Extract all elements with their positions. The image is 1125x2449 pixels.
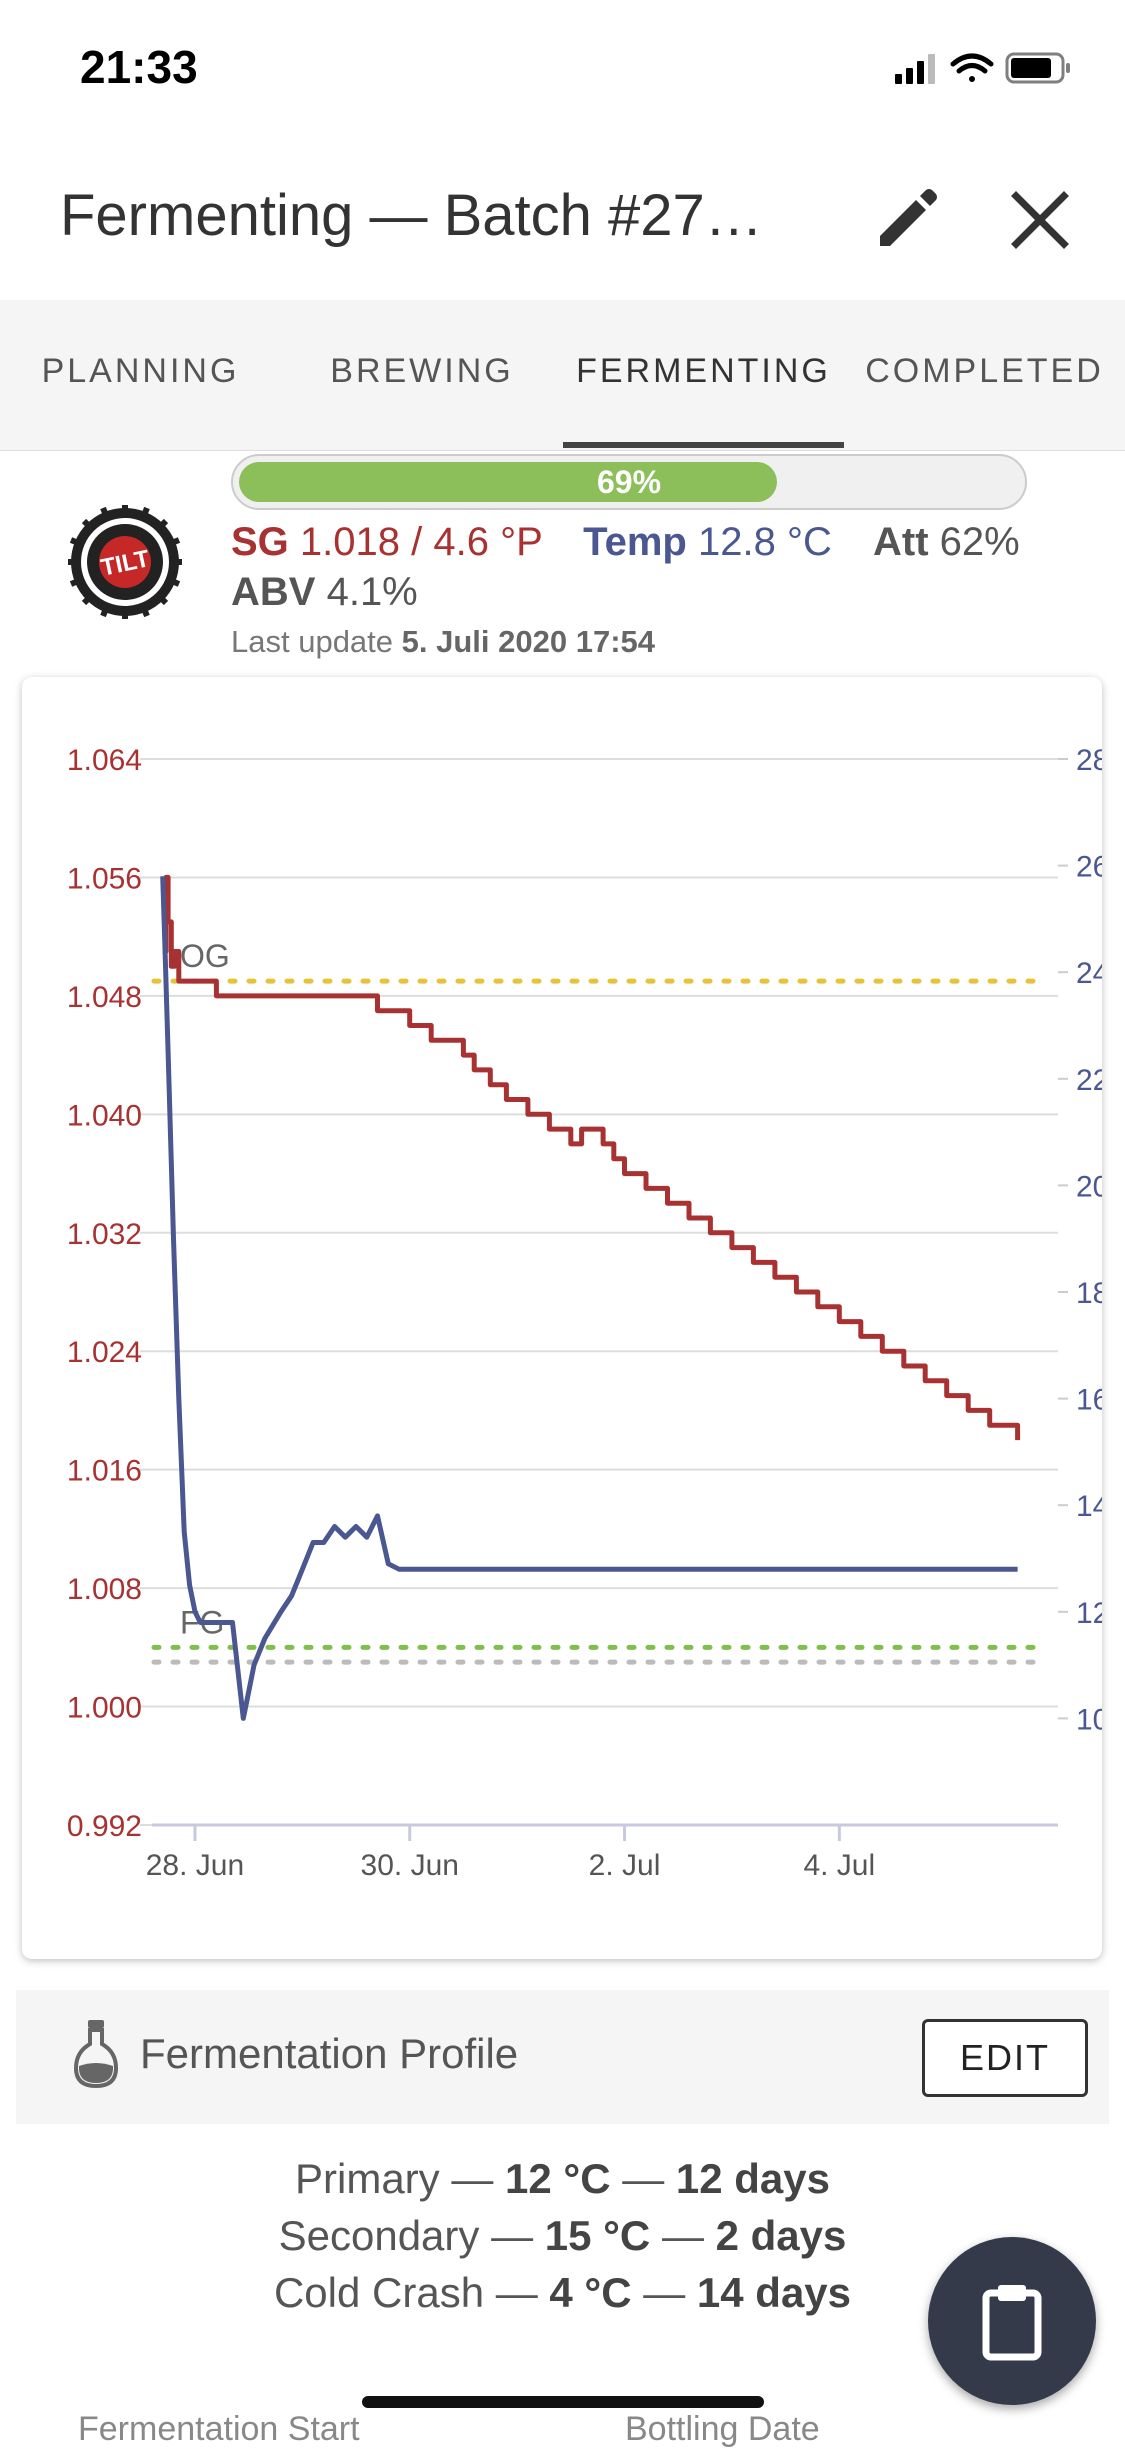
left-axis-tick-label: 1.064 — [67, 744, 142, 777]
step-duration: 2 days — [715, 2212, 847, 2259]
flask-icon — [74, 2020, 118, 2088]
tab-completed[interactable]: COMPLETED — [865, 352, 1104, 390]
tab-brewing[interactable]: BREWING — [330, 352, 514, 390]
left-axis-tick-label: 1.032 — [67, 1218, 142, 1251]
step-duration: 12 days — [675, 2155, 830, 2202]
progress-fill — [239, 462, 777, 502]
x-axis-tick-label: 2. Jul — [589, 1849, 661, 1882]
page-title: Fermenting — Batch #27… — [60, 183, 763, 248]
step-temp: 12 °C — [505, 2155, 611, 2202]
wifi-icon — [950, 53, 994, 82]
last-update-value: 5. Juli 2020 17:54 — [401, 624, 655, 659]
step-separator: — — [495, 2269, 538, 2316]
og-label: OG — [180, 938, 230, 974]
x-axis-tick-label: 30. Jun — [361, 1849, 459, 1882]
step-separator: — — [491, 2212, 534, 2259]
status-tabs: PLANNING BREWING FERMENTING COMPLETED — [0, 300, 1125, 451]
status-time: 21:33 — [80, 41, 198, 93]
tilt-logo: TILT — [68, 505, 182, 619]
sg-label: SG — [231, 520, 289, 564]
edit-icon[interactable] — [866, 180, 946, 260]
right-axis-tick-label: 10 — [1076, 1703, 1102, 1736]
left-axis-tick-label: 1.000 — [67, 1692, 142, 1725]
readings-panel: SG 1.018 / 4.6 °P Temp 12.8 °C Att 62% A… — [231, 520, 1111, 622]
right-axis-tick-label: 28 — [1076, 744, 1102, 777]
edit-profile-button[interactable]: EDIT — [922, 2019, 1088, 2097]
fermentation-start-label: Fermentation Start — [78, 2410, 360, 2448]
sg-value: 1.018 / 4.6 °P — [299, 520, 543, 564]
left-axis-tick-label: 1.040 — [67, 1099, 142, 1132]
fermentation-progress-bar: 69% — [231, 454, 1027, 510]
right-axis-tick-label: 24 — [1076, 957, 1102, 990]
step-temp: 4 °C — [549, 2269, 632, 2316]
last-update: Last update 5. Juli 2020 17:54 — [231, 624, 655, 660]
step-duration: 14 days — [696, 2269, 852, 2316]
bottling-date-label: Bottling Date — [625, 2410, 820, 2448]
active-tab-indicator — [563, 442, 844, 448]
left-axis-tick-label: 1.048 — [67, 981, 142, 1014]
cellular-signal-icon — [895, 54, 935, 84]
clipboard-icon — [982, 2285, 1042, 2361]
tab-planning[interactable]: PLANNING — [41, 352, 240, 390]
home-indicator — [362, 2396, 764, 2408]
right-axis-tick-label: 26 — [1076, 851, 1102, 884]
fermentation-chart: 1.064 1.056 1.048 1.040 1.032 1.024 1.016 1.008… — [67, 744, 1102, 1882]
left-axis-tick-label: 1.016 — [67, 1455, 142, 1488]
left-axis-tick-label: 0.992 — [67, 1810, 142, 1843]
step-separator: — — [661, 2212, 704, 2259]
step-separator: — — [622, 2155, 665, 2202]
step-separator: — — [451, 2155, 494, 2202]
fermentation-profile-header: Fermentation Profile EDIT — [16, 1990, 1109, 2124]
profile-step: Primary — 12 °C — 12 days — [0, 2150, 1125, 2207]
fermentation-chart-card: 1.064 1.056 1.048 1.040 1.032 1.024 1.016 1.008… — [22, 677, 1102, 1959]
right-axis-tick-label: 12 — [1076, 1597, 1102, 1630]
temp-label: Temp — [583, 520, 687, 564]
step-name: Secondary — [278, 2212, 480, 2259]
close-icon[interactable] — [1000, 180, 1080, 260]
x-axis-tick-label: 28. Jun — [146, 1849, 244, 1882]
x-axis-tick-label: 4. Jul — [803, 1849, 875, 1882]
profile-title: Fermentation Profile — [140, 2030, 519, 2077]
tab-fermenting[interactable]: FERMENTING — [576, 352, 831, 390]
left-axis-tick-label: 1.024 — [67, 1336, 142, 1369]
last-update-prefix: Last update — [231, 624, 394, 659]
right-axis-tick-label: 20 — [1076, 1170, 1102, 1203]
status-icons — [895, 52, 1070, 84]
profile-steps: Primary — 12 °C — 12 days Secondary — 15… — [0, 2150, 1125, 2321]
att-value: 62% — [939, 520, 1020, 564]
temperature-series-line — [160, 876, 1018, 1721]
profile-step: Secondary — 15 °C — 2 days — [0, 2207, 1125, 2264]
abv-label: ABV — [231, 570, 316, 614]
left-axis-tick-label: 1.056 — [67, 862, 142, 895]
step-name: Primary — [295, 2155, 440, 2202]
right-axis-tick-label: 18 — [1076, 1277, 1102, 1310]
battery-icon — [1005, 52, 1070, 84]
gravity-series-line — [162, 874, 1021, 1441]
step-name: Cold Crash — [273, 2269, 485, 2316]
abv-value: 4.1% — [326, 570, 418, 614]
step-separator: — — [643, 2269, 686, 2316]
status-bar: 21:33 — [0, 0, 1125, 140]
right-axis-tick-label: 14 — [1076, 1490, 1102, 1523]
att-label: Att — [872, 520, 929, 564]
profile-step: Cold Crash — 4 °C — 14 days — [0, 2264, 1125, 2321]
left-axis-tick-label: 1.008 — [67, 1573, 142, 1606]
app-header: Fermenting — Batch #27… — [0, 140, 1125, 300]
right-axis-tick-label: 22 — [1076, 1064, 1102, 1097]
right-axis-tick-label: 16 — [1076, 1384, 1102, 1417]
clipboard-fab-button[interactable] — [928, 2237, 1096, 2405]
step-temp: 15 °C — [544, 2212, 651, 2259]
progress-label: 69% — [596, 464, 662, 500]
temp-value: 12.8 °C — [698, 520, 832, 564]
